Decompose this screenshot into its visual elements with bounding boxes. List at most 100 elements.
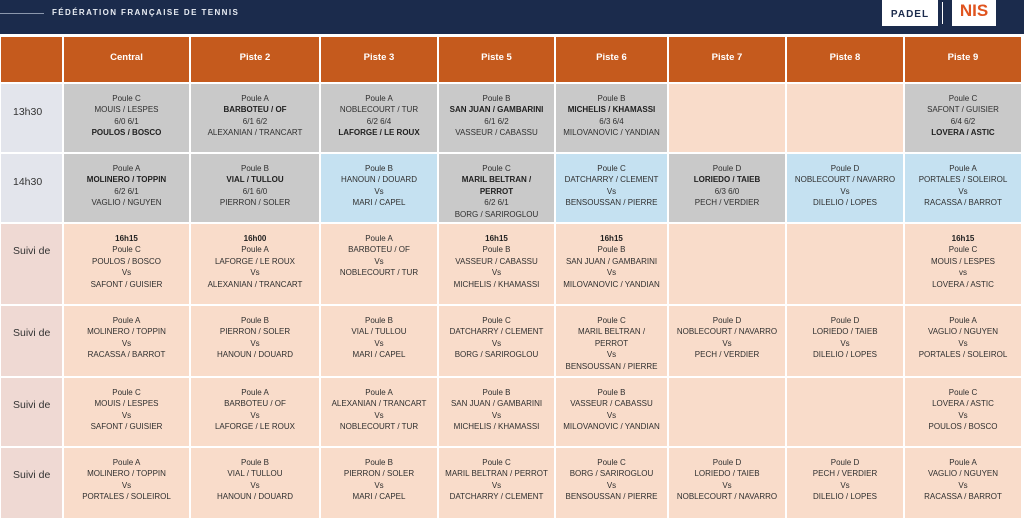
cell-line: HANOUN / DOUARD bbox=[216, 492, 293, 502]
cell-line: Vs bbox=[606, 186, 617, 196]
cell-line: LAFORGE / LE ROUX bbox=[214, 422, 296, 432]
cell-line: Poule A bbox=[365, 234, 393, 243]
cell-line: Vs bbox=[491, 410, 502, 420]
cell-line: MOLINERO / TOPPIN bbox=[86, 175, 167, 185]
match-cell: Poule B MICHELIS / KHAMASSI 6/3 6/4 MILOVAN… bbox=[556, 84, 667, 152]
cell-line: 6/3 6/4 bbox=[599, 116, 624, 126]
logo-separator bbox=[942, 2, 943, 24]
cell-line: HANOUN / DOUARD bbox=[216, 350, 293, 360]
cell-line: Poule C bbox=[948, 388, 978, 397]
cell-line: Poule D bbox=[712, 316, 742, 325]
cell-line: Vs bbox=[491, 338, 502, 348]
row-label: Suivi de bbox=[1, 306, 62, 376]
cell-line: Poule A bbox=[241, 94, 269, 103]
cell-line: Vs bbox=[374, 186, 384, 196]
cell-line: BARBOTEU / OF bbox=[224, 399, 286, 409]
match-cell: Poule B VASSEUR / CABASSU Vs MILOVANOVIC / … bbox=[556, 378, 667, 446]
cell-line: Poule C bbox=[112, 245, 141, 255]
match-cell: Poule A BARBOTEU / OF Vs LAFORGE / LE ROUX bbox=[191, 378, 319, 446]
cell-line: Vs bbox=[121, 338, 132, 348]
cell-line: MICHELIS / KHAMASSI bbox=[453, 279, 540, 289]
cell-line: LOVERA / ASTIC bbox=[932, 399, 994, 409]
match-cell: Poule A PORTALES / SOLEIROL Vs RACASSA / BA… bbox=[905, 154, 1021, 222]
cell-line: 16h15 bbox=[115, 234, 138, 243]
cell-line: MOLINERO / TOPPIN bbox=[87, 469, 166, 479]
cell-line: Poule C bbox=[112, 388, 141, 397]
cell-line: SAN JUAN / GAMBARINI bbox=[449, 105, 544, 115]
cell-line: 6/2 6/1 bbox=[114, 186, 139, 196]
cell-line: LAFORGE / LE ROUX bbox=[214, 256, 296, 266]
cell-line: Vs bbox=[491, 268, 502, 278]
match-cell: Poule A MOLINERO / TOPPIN Vs PORTALES / SOL… bbox=[64, 448, 189, 518]
match-cell: Poule D NOBLECOURT / NAVARRO Vs PECH / VERD… bbox=[669, 306, 785, 376]
cell-line: Poule C bbox=[948, 245, 978, 255]
cell-line: Vs bbox=[722, 338, 732, 348]
cell-line: PORTALES / SOLEIROL bbox=[918, 175, 1008, 185]
cell-line: NOBLECOURT / TUR bbox=[339, 105, 419, 115]
cell-line: SAN JUAN / GAMBARINI bbox=[450, 399, 543, 409]
cell-line: NOBLECOURT / NAVARRO bbox=[794, 175, 896, 185]
cell-line: PORTALES / SOLEIROL bbox=[82, 492, 171, 502]
cell-line: DATCHARRY / CLEMENT bbox=[449, 327, 544, 337]
cell-line: Poule A bbox=[112, 458, 141, 467]
match-cell: Poule D LORIEDO / TAIEB 6/3 6/0 PECH / VERD… bbox=[669, 154, 785, 222]
cell-line: 6/2 6/1 bbox=[484, 198, 509, 208]
cell-line: BENSOUSSAN / PIERRE bbox=[565, 492, 658, 502]
cell-line: MILOVANOVIC / YANDIAN bbox=[563, 422, 660, 432]
cell-line: Poule A bbox=[949, 316, 977, 325]
cell-line: ALEXANIAN / TRANCART bbox=[207, 279, 303, 289]
cell-line: 16h00 bbox=[243, 234, 267, 243]
cell-line: NOBLECOURT / NAVARRO bbox=[676, 492, 778, 502]
cell-line: Vs bbox=[606, 410, 617, 420]
match-cell: Poule A NOBLECOURT / TUR 6/2 6/4 LAFORGE / … bbox=[321, 84, 437, 152]
cell-line: 16h15 bbox=[600, 234, 623, 243]
cell-line: Poule B bbox=[482, 94, 511, 103]
cell-line: BORG / SARIROGLOU bbox=[454, 209, 539, 219]
cell-line: SAFONT / GUISIER bbox=[90, 279, 163, 289]
corner-header bbox=[1, 37, 62, 82]
cell-line: Poule A bbox=[365, 388, 393, 397]
cell-line: BARBOTEU / OF bbox=[223, 105, 287, 115]
cell-line: Poule D bbox=[712, 164, 742, 173]
cell-line: Poule C bbox=[597, 316, 626, 325]
cell-line: PORTALES / SOLEIROL bbox=[918, 350, 1008, 360]
cell-line: PECH / VERDIER bbox=[694, 350, 760, 360]
column-header: Central bbox=[64, 37, 189, 82]
cell-line: Vs bbox=[121, 268, 132, 278]
cell-line: MOLINERO / TOPPIN bbox=[87, 327, 166, 337]
cell-line: RACASSA / BARROT bbox=[924, 492, 1002, 502]
cell-line: MARIL BELTRAN / PERROT bbox=[577, 327, 646, 348]
cell-line: DATCHARRY / CLEMENT bbox=[449, 492, 544, 502]
cell-line: BENSOUSSAN / PIERRE bbox=[565, 198, 658, 208]
match-cell: 16h15 Poule C POULOS / BOSCO Vs SAFONT / GUI… bbox=[64, 224, 189, 304]
cell-line: Poule C bbox=[482, 316, 511, 325]
cell-line: VASSEUR / CABASSU bbox=[570, 399, 653, 409]
cell-line: MILOVANOVIC / YANDIAN bbox=[563, 279, 660, 289]
column-header: Piste 7 bbox=[669, 37, 785, 82]
cell-line: 6/1 6/2 bbox=[484, 116, 509, 126]
cell-line: LORIEDO / TAIEB bbox=[693, 175, 761, 185]
cell-line: Vs bbox=[840, 186, 850, 196]
title-rule bbox=[0, 13, 44, 14]
cell-line: ALEXANIAN / TRANCART bbox=[207, 128, 303, 138]
cell-line: Vs bbox=[722, 480, 732, 490]
cell-line: VIAL / TULLOU bbox=[226, 175, 284, 185]
cell-line: 6/2 6/4 bbox=[366, 116, 392, 126]
top-bar: FÉDÉRATION FRANÇAISE DE TENNIS PADEL NIS bbox=[0, 0, 1024, 34]
match-cell: Poule C LOVERA / ASTIC Vs POULOS / BOSCO bbox=[905, 378, 1021, 446]
cell-line: Poule D bbox=[830, 164, 860, 173]
cell-line: Vs bbox=[250, 480, 260, 490]
match-cell: Poule C DATCHARRY / CLEMENT Vs BENSOUSSAN /… bbox=[556, 154, 667, 222]
column-header: Piste 9 bbox=[905, 37, 1021, 82]
cell-line: Vs bbox=[374, 480, 384, 490]
match-cell: Poule C BORG / SARIROGLOU Vs BENSOUSSAN / P… bbox=[556, 448, 667, 518]
cell-line: MICHELIS / KHAMASSI bbox=[453, 422, 540, 432]
cell-line: Poule B bbox=[597, 94, 626, 103]
match-cell: Poule D LORIEDO / TAIEB Vs NOBLECOURT / NAV… bbox=[669, 448, 785, 518]
cell-line: MOUIS / LESPES bbox=[94, 399, 159, 409]
cell-line: Poule B bbox=[240, 458, 270, 467]
row-label: Suivi de bbox=[1, 448, 62, 518]
cell-line: MARIL BELTRAN / PERROT bbox=[445, 469, 548, 479]
cell-line: DILELIO / LOPES bbox=[812, 198, 878, 208]
